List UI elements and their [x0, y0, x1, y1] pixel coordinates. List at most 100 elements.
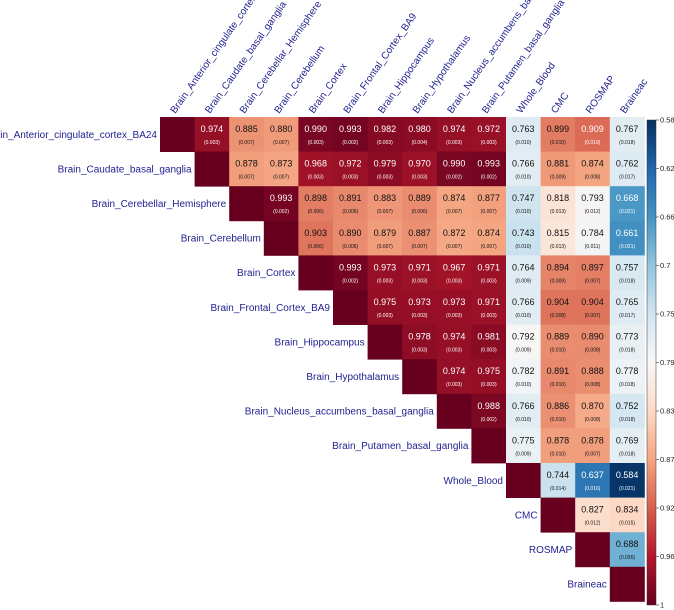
column-label: CMC [549, 91, 571, 116]
heatmap-cell [298, 117, 334, 152]
heatmap-cell [471, 393, 507, 429]
cell-value-label: 0.881 [547, 159, 570, 169]
cell-value-label: 0.878 [581, 435, 604, 445]
cell-stderr-label: (0.009) [515, 348, 531, 354]
heatmap-diagonal-cell [229, 186, 265, 222]
cell-stderr-label: (0.007) [585, 313, 601, 319]
cell-value-label: 0.762 [616, 159, 639, 169]
color-legend-tick-label: 0.66 [660, 213, 674, 222]
cell-value-label: 0.975 [374, 297, 397, 307]
cell-stderr-label: (0.008) [585, 348, 601, 354]
heatmap-diagonal-cell [160, 117, 195, 152]
cell-stderr-label: (0.016) [585, 486, 601, 492]
cell-stderr-label: (0.002) [342, 278, 358, 284]
row-label: Brain_Putamen_basal_ganglia [332, 441, 469, 452]
row-labels: Brain_Anterior_cingulate_cortex_BA24 Brai… [0, 130, 607, 591]
heatmap-cell [540, 255, 576, 291]
heatmap-cell [436, 151, 472, 187]
cell-value-label: 0.971 [408, 262, 431, 272]
row-label: ROSMAP [529, 545, 573, 556]
cell-value-label: 0.757 [616, 262, 639, 272]
cell-stderr-label: (0.003) [377, 175, 393, 181]
cell-value-label: 0.972 [339, 159, 362, 169]
cell-stderr-label: (0.018) [619, 140, 635, 146]
cell-value-label: 0.903 [304, 228, 327, 238]
column-labels: Brain_Anterior_cingulate_cortex_BA24Brai… [169, 0, 650, 116]
heatmap-cell [333, 255, 368, 291]
heatmap-cell [333, 117, 368, 152]
heatmap-cell [506, 186, 541, 222]
column-label: Braineac [619, 77, 651, 116]
heatmap-cells: 0.974 (0.003) 0.885 (0.007) 0.880 (0.007) 0.99… [160, 117, 645, 602]
cell-value-label: 0.904 [547, 297, 570, 307]
heatmap-diagonal-cell [402, 359, 438, 395]
heatmap-cell [402, 117, 438, 152]
row-label: CMC [515, 510, 538, 521]
heatmap-cell [575, 393, 611, 429]
row-label: Brain_Nucleus_accumbens_basal_ganglia [245, 407, 434, 418]
cell-stderr-label: (0.008) [550, 313, 566, 319]
heatmap-cell [263, 151, 299, 187]
heatmap-cell [402, 151, 438, 187]
cell-stderr-label: (0.003) [342, 175, 358, 181]
cell-value-label: 0.894 [547, 262, 570, 272]
heatmap-diagonal-cell [298, 255, 334, 291]
row-label: Brain_Cortex [237, 268, 295, 279]
heatmap-cell [575, 220, 611, 256]
cell-value-label: 0.827 [581, 505, 604, 515]
heatmap-cell [575, 359, 611, 395]
cell-value-label: 0.970 [408, 159, 431, 169]
cell-stderr-label: (0.003) [446, 348, 462, 354]
heatmap-cell [506, 220, 541, 256]
cell-stderr-label: (0.006) [308, 244, 324, 250]
cell-stderr-label: (0.010) [550, 140, 566, 146]
heatmap-cell [609, 255, 645, 291]
heatmap-cell [402, 290, 438, 325]
cell-stderr-label: (0.002) [342, 140, 358, 146]
cell-stderr-label: (0.017) [619, 313, 635, 319]
heatmap-cell [471, 290, 507, 325]
cell-stderr-label: (0.010) [515, 382, 531, 388]
cell-value-label: 0.972 [477, 124, 500, 134]
cell-stderr-label: (0.007) [585, 278, 601, 284]
cell-value-label: 0.870 [581, 401, 604, 411]
heatmap-cell [402, 220, 438, 256]
heatmap-cell [298, 151, 334, 187]
heatmap-cell [436, 359, 472, 395]
heatmap-cell [609, 428, 645, 464]
cell-value-label: 0.767 [616, 124, 639, 134]
cell-stderr-label: (0.007) [412, 244, 428, 250]
column-label: ROSMAP [584, 74, 618, 116]
cell-stderr-label: (0.015) [619, 521, 635, 527]
cell-stderr-label: (0.003) [308, 175, 324, 181]
cell-value-label: 0.974 [201, 124, 224, 134]
cell-value-label: 0.764 [512, 262, 535, 272]
cell-value-label: 0.752 [616, 401, 639, 411]
heatmap-cell [506, 290, 541, 325]
heatmap-cell [506, 151, 541, 187]
cell-value-label: 0.981 [477, 332, 500, 342]
cell-value-label: 0.889 [547, 332, 570, 342]
cell-value-label: 0.990 [304, 124, 327, 134]
cell-stderr-label: (0.003) [481, 278, 497, 284]
heatmap-cell [471, 151, 507, 187]
cell-stderr-label: (0.010) [550, 382, 566, 388]
cell-stderr-label: (0.006) [342, 209, 358, 215]
cell-value-label: 0.818 [547, 193, 570, 203]
heatmap-cell [540, 151, 576, 187]
cell-stderr-label: (0.010) [515, 417, 531, 423]
cell-stderr-label: (0.010) [550, 451, 566, 457]
heatmap-cell [367, 255, 403, 291]
cell-value-label: 0.766 [512, 297, 535, 307]
cell-stderr-label: (0.011) [585, 244, 601, 250]
cell-value-label: 0.971 [477, 262, 500, 272]
cell-value-label: 0.891 [339, 193, 362, 203]
heatmap-cell [298, 186, 334, 222]
heatmap-cell [609, 324, 645, 360]
heatmap-cell [540, 186, 576, 222]
cell-value-label: 0.909 [581, 124, 604, 134]
color-legend-tick-label: 0.62 [660, 164, 674, 173]
cell-value-label: 0.766 [512, 401, 535, 411]
cell-value-label: 0.874 [443, 193, 466, 203]
